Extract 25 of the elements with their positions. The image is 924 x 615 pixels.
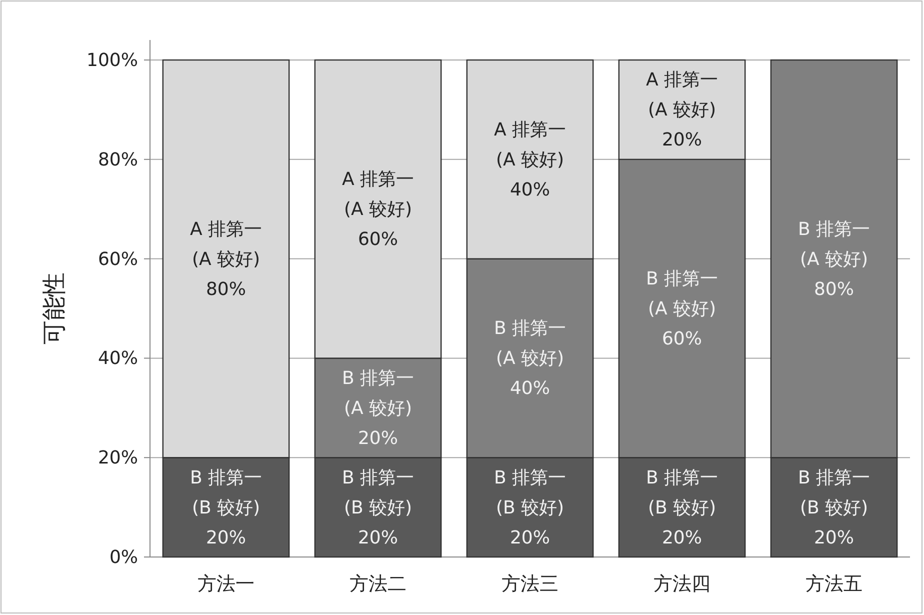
data-label: A 排第一 (A 较好) 60% xyxy=(342,169,414,250)
data-label: B 排第一 (A 较好) 80% xyxy=(798,218,870,300)
data-label: A 排第一 (A 较好) 80% xyxy=(190,218,262,300)
y-axis-title: 可能性 xyxy=(40,272,68,344)
data-label: B 排第一 (B 较好) 20% xyxy=(190,467,262,548)
x-tick-label: 方法二 xyxy=(350,573,406,595)
x-tick-label: 方法五 xyxy=(806,573,862,595)
x-tick-label: 方法一 xyxy=(198,573,254,595)
y-tick-label: 20% xyxy=(98,448,138,469)
y-tick-label: 0% xyxy=(109,547,138,568)
y-tick-label: 40% xyxy=(98,348,138,370)
data-label: B 排第一 (B 较好) 20% xyxy=(646,467,718,548)
data-label: A 排第一 (A 较好) 20% xyxy=(646,70,718,151)
data-label: B 排第一 (A 较好) 40% xyxy=(494,318,566,400)
x-tick-label: 方法四 xyxy=(654,573,710,595)
data-label: A 排第一 (A 较好) 40% xyxy=(494,119,566,200)
x-tick-label: 方法三 xyxy=(502,573,558,595)
data-label: B 排第一 (B 较好) 20% xyxy=(798,467,870,548)
y-tick-label: 60% xyxy=(98,248,138,270)
data-label: B 排第一 (A 较好) 20% xyxy=(342,368,414,449)
data-label: B 排第一 (B 较好) 20% xyxy=(494,467,566,548)
data-label: B 排第一 (B 较好) 20% xyxy=(342,467,414,548)
data-label: B 排第一 (A 较好) 60% xyxy=(646,268,718,350)
y-tick-label: 80% xyxy=(98,149,138,170)
y-tick-label: 100% xyxy=(86,50,138,71)
